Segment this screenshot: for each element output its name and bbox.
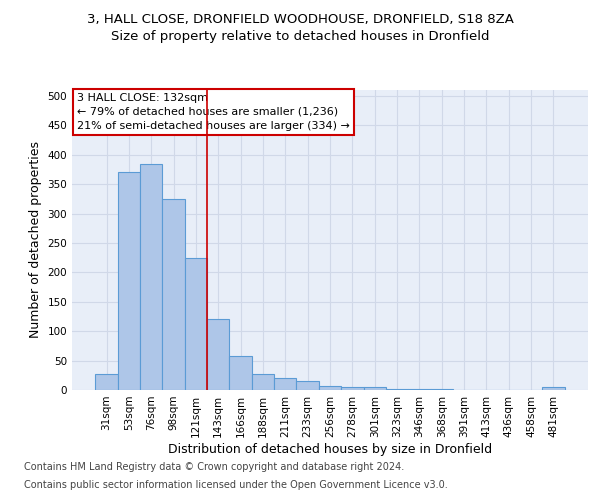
Text: Size of property relative to detached houses in Dronfield: Size of property relative to detached ho… bbox=[111, 30, 489, 43]
Bar bbox=[296, 381, 319, 390]
Bar bbox=[140, 164, 163, 390]
Text: Contains public sector information licensed under the Open Government Licence v3: Contains public sector information licen… bbox=[24, 480, 448, 490]
Bar bbox=[364, 387, 386, 390]
X-axis label: Distribution of detached houses by size in Dronfield: Distribution of detached houses by size … bbox=[168, 442, 492, 456]
Bar bbox=[319, 386, 341, 390]
Bar bbox=[95, 374, 118, 390]
Bar bbox=[207, 320, 229, 390]
Bar bbox=[118, 172, 140, 390]
Text: 3 HALL CLOSE: 132sqm
← 79% of detached houses are smaller (1,236)
21% of semi-de: 3 HALL CLOSE: 132sqm ← 79% of detached h… bbox=[77, 93, 350, 131]
Bar bbox=[341, 387, 364, 390]
Bar bbox=[252, 374, 274, 390]
Text: Contains HM Land Registry data © Crown copyright and database right 2024.: Contains HM Land Registry data © Crown c… bbox=[24, 462, 404, 472]
Bar bbox=[163, 199, 185, 390]
Bar bbox=[185, 258, 207, 390]
Text: 3, HALL CLOSE, DRONFIELD WOODHOUSE, DRONFIELD, S18 8ZA: 3, HALL CLOSE, DRONFIELD WOODHOUSE, DRON… bbox=[86, 12, 514, 26]
Y-axis label: Number of detached properties: Number of detached properties bbox=[29, 142, 42, 338]
Bar bbox=[274, 378, 296, 390]
Bar bbox=[229, 356, 252, 390]
Bar bbox=[386, 389, 408, 390]
Bar bbox=[542, 387, 565, 390]
